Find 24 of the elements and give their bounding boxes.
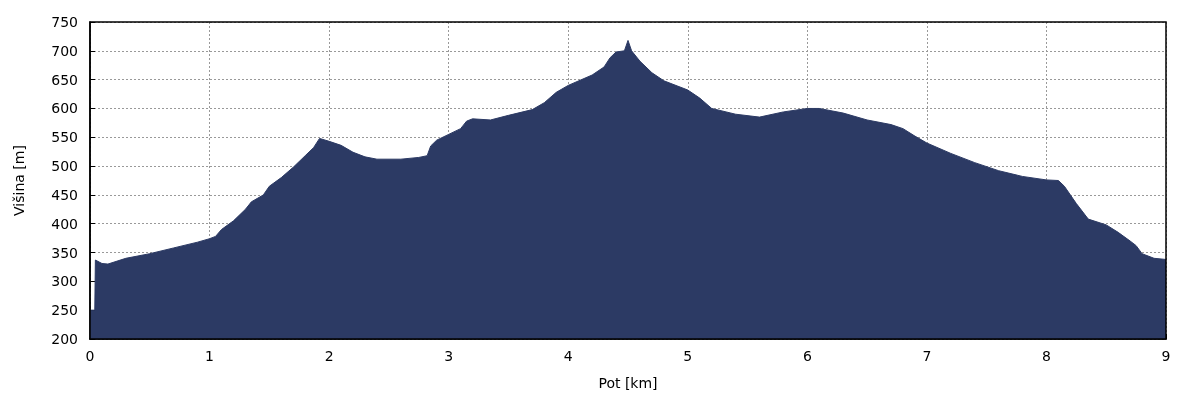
y-tick-label: 550 <box>51 129 78 146</box>
y-tick-label: 700 <box>51 42 78 59</box>
y-tick-label: 450 <box>51 186 78 203</box>
x-axis-title: Pot [km] <box>598 375 658 391</box>
y-axis-title: Višina [m] <box>11 145 27 216</box>
x-tick-label: 5 <box>683 348 693 364</box>
x-tick-label: 9 <box>1161 348 1171 364</box>
y-tick-label: 200 <box>51 331 78 347</box>
x-tick-label: 3 <box>444 348 454 364</box>
y-tick-label: 250 <box>51 302 78 319</box>
y-tick-label: 300 <box>51 273 78 290</box>
y-tick-label: 350 <box>51 244 78 261</box>
y-tick-label: 750 <box>51 14 78 30</box>
y-tick-label: 500 <box>51 158 78 175</box>
y-tick-label: 400 <box>51 215 78 232</box>
y-tick-label: 650 <box>51 71 78 88</box>
x-tick-label: 0 <box>85 348 95 364</box>
x-tick-label: 8 <box>1041 348 1051 364</box>
x-tick-label: 1 <box>205 348 215 364</box>
y-tick-label: 600 <box>51 100 78 117</box>
x-tick-label: 6 <box>802 348 812 364</box>
x-tick-label: 7 <box>922 348 932 364</box>
x-tick-label: 4 <box>563 348 573 364</box>
x-tick-label: 2 <box>324 348 334 364</box>
